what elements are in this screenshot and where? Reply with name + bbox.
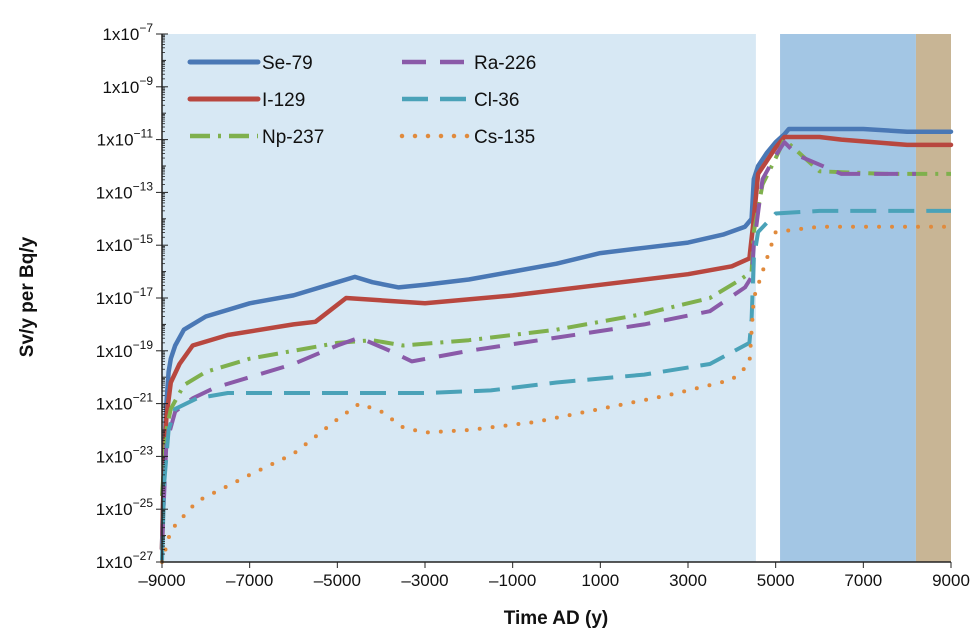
x-tick-label: –3000 — [401, 571, 448, 590]
legend-label-cl-36: Cl-36 — [474, 90, 519, 111]
x-tick-label: –5000 — [314, 571, 361, 590]
y-tick-label: 1x10−7 — [102, 21, 153, 44]
legend-label-cs-135: Cs-135 — [474, 127, 535, 148]
series-layer — [159, 126, 954, 564]
x-tick-label: 3000 — [669, 571, 707, 590]
series-line-se-79 — [159, 126, 954, 552]
series-line-ra-226 — [160, 140, 916, 544]
series-line-i-129 — [159, 134, 954, 552]
x-tick-label: 1000 — [581, 571, 619, 590]
series-line-cl-36 — [160, 208, 951, 563]
y-tick-label: 1x10−19 — [96, 338, 154, 361]
x-tick-label: –7000 — [226, 571, 273, 590]
y-axis-title: Sv/y per Bq/y — [17, 236, 38, 357]
x-tick-label: –1000 — [489, 571, 536, 590]
y-tick-label: 1x10−21 — [96, 391, 154, 414]
background-band-3 — [915, 34, 951, 562]
background-band-1 — [755, 34, 781, 562]
legend-label-i-129: I-129 — [262, 90, 305, 111]
legend: Se-79 Ra-226 I-129 Cl-36 Np-237 Cs-135 — [187, 53, 536, 148]
background-band-2 — [780, 34, 916, 562]
x-tick-label: 7000 — [844, 571, 882, 590]
x-tick-label: –9000 — [138, 571, 185, 590]
legend-label-np-237: Np-237 — [262, 127, 324, 148]
y-tick-label: 1x10−9 — [102, 74, 153, 97]
legend-label-se-79: Se-79 — [262, 53, 313, 74]
y-tick-label: 1x10−17 — [96, 285, 154, 308]
x-axis-title: Time AD (y) — [504, 608, 609, 629]
legend-label-ra-226: Ra-226 — [474, 53, 536, 74]
y-tick-label: 1x10−25 — [96, 496, 154, 519]
y-tick-label: 1x10−13 — [96, 179, 154, 202]
series-line-cs-135 — [160, 224, 953, 564]
y-tick-label: 1x10−11 — [97, 127, 154, 150]
background-bands — [162, 34, 951, 562]
y-tick-label: 1x10−27 — [96, 549, 154, 572]
x-tick-label: 9000 — [932, 571, 970, 590]
axes: 1x10−7 1x10−9 1x10−11 1x10−13 1x10−15 1x10−17… — [96, 21, 970, 590]
y-tick-label: 1x10−23 — [96, 443, 154, 466]
y-tick-label: 1x10−15 — [96, 232, 154, 255]
x-tick-label: 5000 — [757, 571, 795, 590]
